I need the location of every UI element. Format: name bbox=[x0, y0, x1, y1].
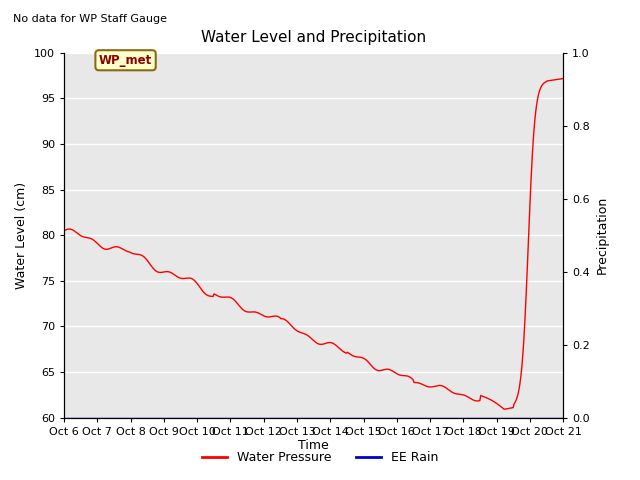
EE Rain bbox=[189, 415, 196, 420]
Y-axis label: Water Level (cm): Water Level (cm) bbox=[15, 181, 28, 289]
Title: Water Level and Precipitation: Water Level and Precipitation bbox=[201, 30, 426, 45]
Legend: Water Pressure, EE Rain: Water Pressure, EE Rain bbox=[196, 446, 444, 469]
Water Pressure bbox=[355, 354, 362, 360]
Water Pressure bbox=[394, 371, 401, 377]
X-axis label: Time: Time bbox=[298, 439, 329, 453]
Water Pressure bbox=[189, 276, 196, 282]
EE Rain bbox=[394, 415, 401, 420]
Water Pressure bbox=[500, 407, 508, 412]
EE Rain bbox=[60, 415, 68, 420]
Water Pressure bbox=[148, 264, 156, 270]
EE Rain bbox=[148, 415, 156, 420]
Water Pressure bbox=[60, 228, 68, 233]
Water Pressure bbox=[559, 76, 567, 82]
EE Rain bbox=[355, 415, 362, 420]
EE Rain bbox=[559, 415, 567, 420]
Y-axis label: Precipitation: Precipitation bbox=[596, 196, 609, 275]
Water Pressure bbox=[286, 321, 294, 327]
EE Rain bbox=[436, 415, 444, 420]
Water Pressure bbox=[436, 383, 444, 388]
Text: No data for WP Staff Gauge: No data for WP Staff Gauge bbox=[13, 14, 167, 24]
EE Rain bbox=[286, 415, 294, 420]
Line: Water Pressure: Water Pressure bbox=[64, 79, 563, 409]
Text: WP_met: WP_met bbox=[99, 54, 152, 67]
